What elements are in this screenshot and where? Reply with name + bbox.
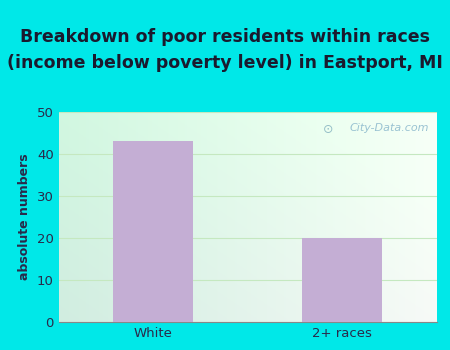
Y-axis label: absolute numbers: absolute numbers [18, 154, 31, 280]
Text: (income below poverty level) in Eastport, MI: (income below poverty level) in Eastport… [7, 54, 443, 72]
Text: ⊙: ⊙ [323, 122, 333, 135]
Text: Breakdown of poor residents within races: Breakdown of poor residents within races [20, 28, 430, 46]
Bar [113, 141, 193, 322]
Bar [302, 238, 382, 322]
Text: City-Data.com: City-Data.com [350, 122, 429, 133]
